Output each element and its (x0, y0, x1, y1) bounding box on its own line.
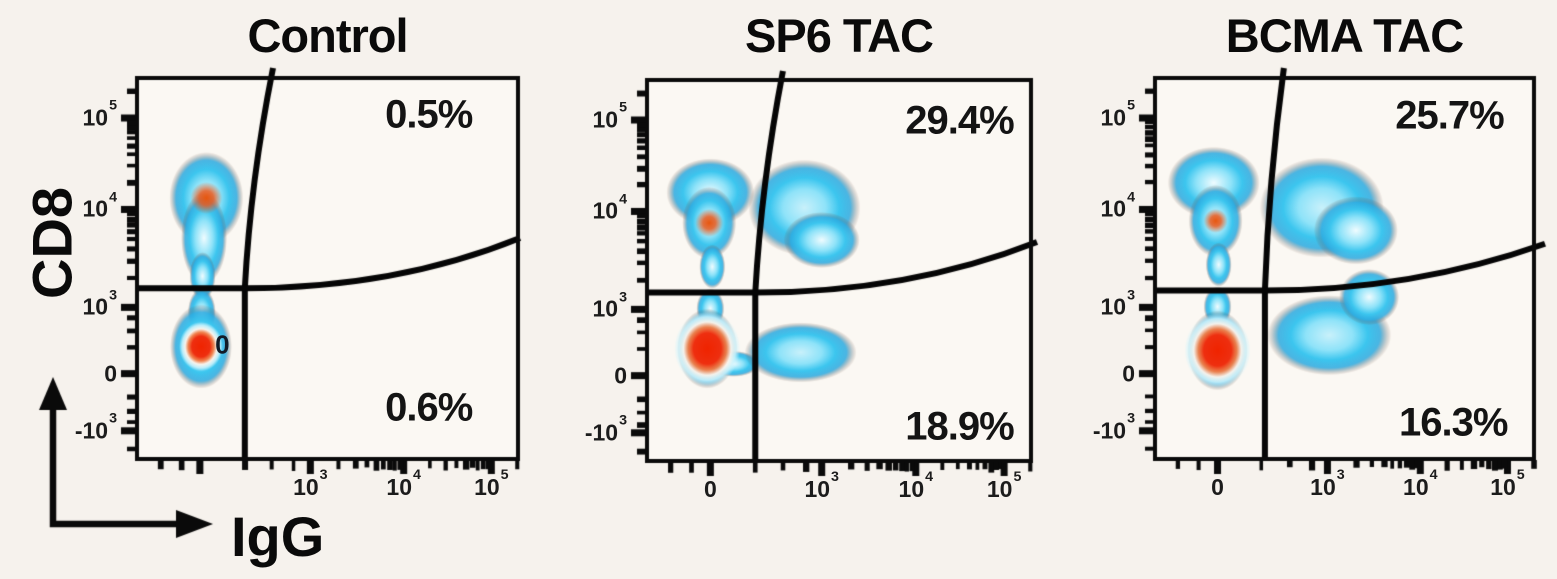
y-tick-label: 103 (82, 287, 117, 320)
x-tick-label: 105 (1490, 467, 1525, 500)
panel-title: Control (247, 9, 408, 62)
x-tick-label: 105 (986, 469, 1022, 502)
x-tick-label: 0 (703, 476, 717, 502)
y-axis-label: CD8 (20, 186, 84, 300)
lower-right-percentage: 16.3% (1399, 400, 1508, 445)
x-axis-label: IgG (231, 505, 325, 568)
y-tick-label: 105 (1100, 97, 1135, 131)
y-tick-label: 104 (1100, 189, 1135, 222)
y-tick-label: 105 (592, 99, 627, 133)
panel-title: SP6 TAC (745, 9, 934, 62)
x-tick-label: 105 (474, 467, 509, 500)
x-tick-label: 103 (293, 467, 328, 500)
y-tick-label: 0 (614, 362, 627, 389)
x-tick-label: 103 (804, 469, 839, 502)
x-tick-label: 104 (1403, 467, 1438, 500)
lower-right-percentage: 18.9% (905, 404, 1014, 449)
y-tick-label: 103 (592, 289, 627, 322)
y-tick-label: 103 (1100, 287, 1135, 320)
x-tick-label: 104 (898, 469, 934, 502)
x-tick-label: 0 (1211, 474, 1224, 500)
in-plot-zero-label: 0 (215, 329, 230, 360)
x-tick-label: 104 (386, 467, 421, 500)
panel-title: BCMA TAC (1225, 9, 1464, 62)
y-tick-label: -103 (584, 412, 627, 446)
upper-right-percentage: 25.7% (1395, 93, 1504, 138)
lower-right-percentage: 0.6% (385, 385, 473, 430)
x-tick-label: 103 (1310, 467, 1345, 500)
y-tick-label: 0 (1122, 360, 1135, 387)
y-tick-label: 104 (592, 191, 627, 224)
upper-right-percentage: 29.4% (905, 98, 1014, 143)
y-tick-label: -103 (74, 410, 117, 444)
upper-right-percentage: 0.5% (385, 92, 473, 137)
y-tick-label: 0 (104, 360, 117, 387)
y-tick-label: 104 (82, 189, 117, 222)
y-tick-label: 105 (82, 97, 117, 131)
y-tick-label: -103 (1092, 410, 1135, 444)
